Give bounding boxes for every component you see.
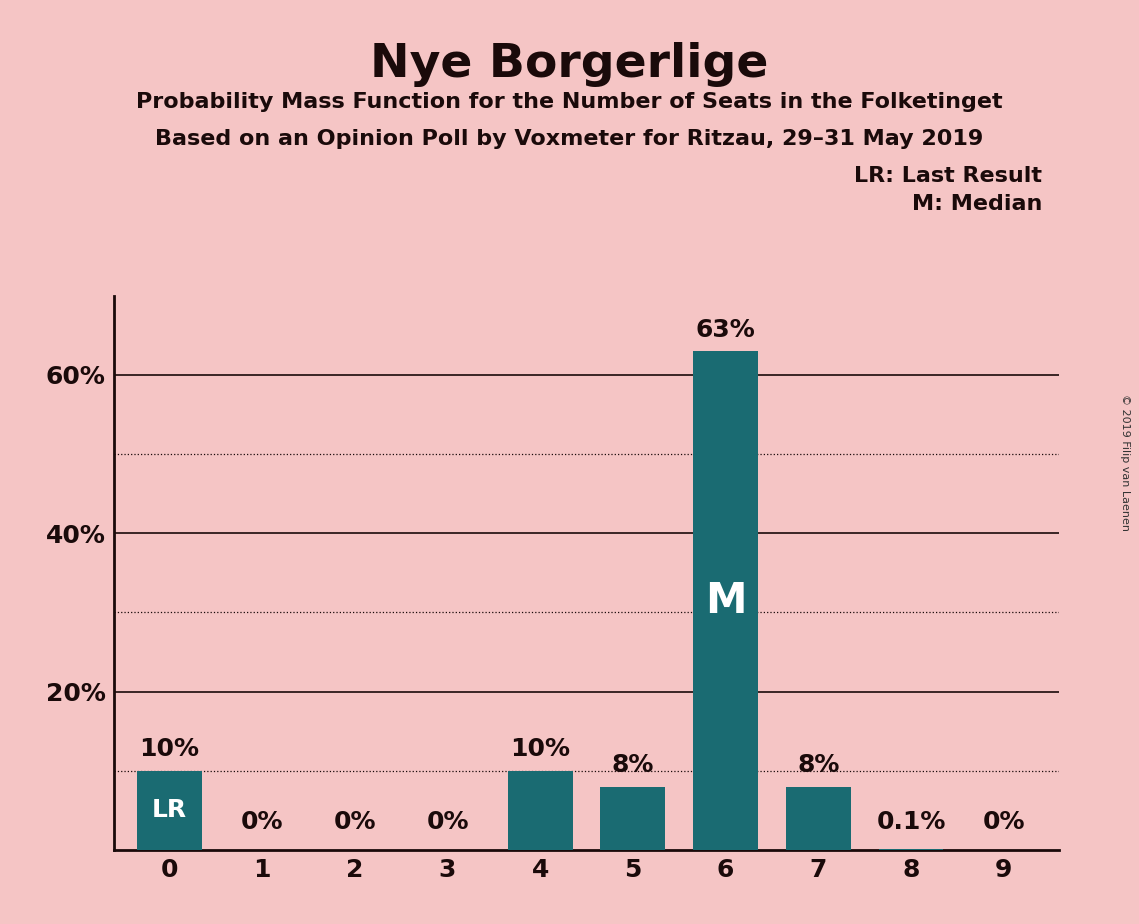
Bar <box>137 771 202 850</box>
Text: LR: Last Result: LR: Last Result <box>854 166 1042 187</box>
Text: Based on an Opinion Poll by Voxmeter for Ritzau, 29–31 May 2019: Based on an Opinion Poll by Voxmeter for… <box>155 129 984 150</box>
Text: © 2019 Filip van Laenen: © 2019 Filip van Laenen <box>1121 394 1130 530</box>
Bar <box>694 351 759 850</box>
Text: 0%: 0% <box>334 810 376 834</box>
Text: 8%: 8% <box>612 753 654 777</box>
Text: 0.1%: 0.1% <box>876 810 945 834</box>
Bar <box>786 786 851 850</box>
Text: 0%: 0% <box>426 810 469 834</box>
Text: M: M <box>705 579 746 622</box>
Text: 0%: 0% <box>983 810 1025 834</box>
Text: 8%: 8% <box>797 753 839 777</box>
Text: 63%: 63% <box>696 318 755 342</box>
Bar <box>508 771 573 850</box>
Text: M: Median: M: Median <box>912 194 1042 214</box>
Text: 10%: 10% <box>139 737 199 761</box>
Text: Nye Borgerlige: Nye Borgerlige <box>370 42 769 87</box>
Text: Probability Mass Function for the Number of Seats in the Folketinget: Probability Mass Function for the Number… <box>137 92 1002 113</box>
Text: 10%: 10% <box>510 737 571 761</box>
Bar <box>600 786 665 850</box>
Text: LR: LR <box>151 798 187 822</box>
Text: 0%: 0% <box>241 810 284 834</box>
